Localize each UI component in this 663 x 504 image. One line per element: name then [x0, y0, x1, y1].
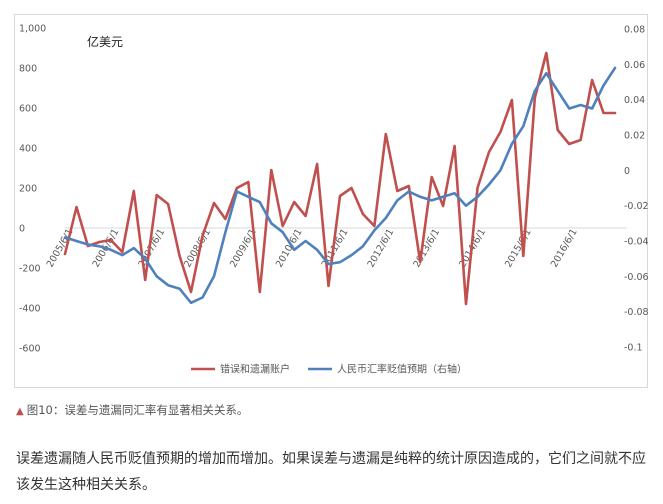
- right-axis-tick-label: 0.02: [624, 131, 645, 142]
- x-axis-tick-label: 2015/6/1: [503, 227, 534, 269]
- x-axis-tick-label: 2010/6/1: [274, 227, 305, 269]
- left-axis-tick-label: -200: [19, 264, 41, 275]
- line-chart: -600 -400 -200 0 200 400 600 800 1,000 -0.1 -0.08 -…: [19, 24, 649, 376]
- left-axis-tick-label: 400: [19, 144, 37, 155]
- left-axis-tick-label: -600: [19, 344, 41, 355]
- left-axis-tick-label: 800: [19, 64, 37, 75]
- right-axis-tick-label: 0.04: [624, 95, 645, 106]
- right-axis-tick-label: 0.08: [624, 25, 645, 36]
- caption-marker-icon: ▲: [16, 406, 24, 417]
- left-axis-tick-label: 0: [19, 224, 25, 235]
- right-axis-tick-label: -0.06: [624, 272, 649, 283]
- left-axis-tick-label: 1,000: [19, 24, 46, 35]
- left-axis-tick-label: -400: [19, 304, 41, 315]
- series-line-0: [63, 51, 617, 306]
- right-axis-tick-label: -0.08: [624, 307, 649, 318]
- x-axis-tick-label: 2012/6/1: [366, 227, 397, 269]
- chart-container: -600 -400 -200 0 200 400 600 800 1,000 -0.1 -0.08 -…: [14, 14, 649, 388]
- right-axis-tick-label: -0.1: [624, 343, 643, 354]
- body-paragraph: 误差遗漏随人民币贬值预期的增加而增加。如果误差与遗漏是纯粹的统计原因造成的，它们…: [16, 451, 646, 493]
- right-axis-tick-label: 0: [624, 166, 630, 177]
- right-axis-tick-label: -0.04: [624, 237, 649, 248]
- series-line-1: [63, 66, 617, 305]
- caption-text: 图10：误差与遗漏同汇率有显著相关关系。: [26, 403, 249, 417]
- right-axis-tick-label: 0.06: [624, 60, 645, 71]
- left-axis-tick-label: 600: [19, 104, 37, 115]
- figure-caption: ▲ 图10：误差与遗漏同汇率有显著相关关系。: [16, 402, 248, 418]
- legend-label-0: 错误和遗漏账户: [220, 363, 290, 376]
- unit-label: 亿美元: [87, 34, 123, 49]
- x-axis-tick-label: 2016/6/1: [549, 227, 580, 269]
- right-axis-tick-label: -0.02: [624, 201, 649, 212]
- legend-label-1: 人民币汇率贬值预期（右轴）: [337, 363, 467, 376]
- left-axis-tick-label: 200: [19, 184, 37, 195]
